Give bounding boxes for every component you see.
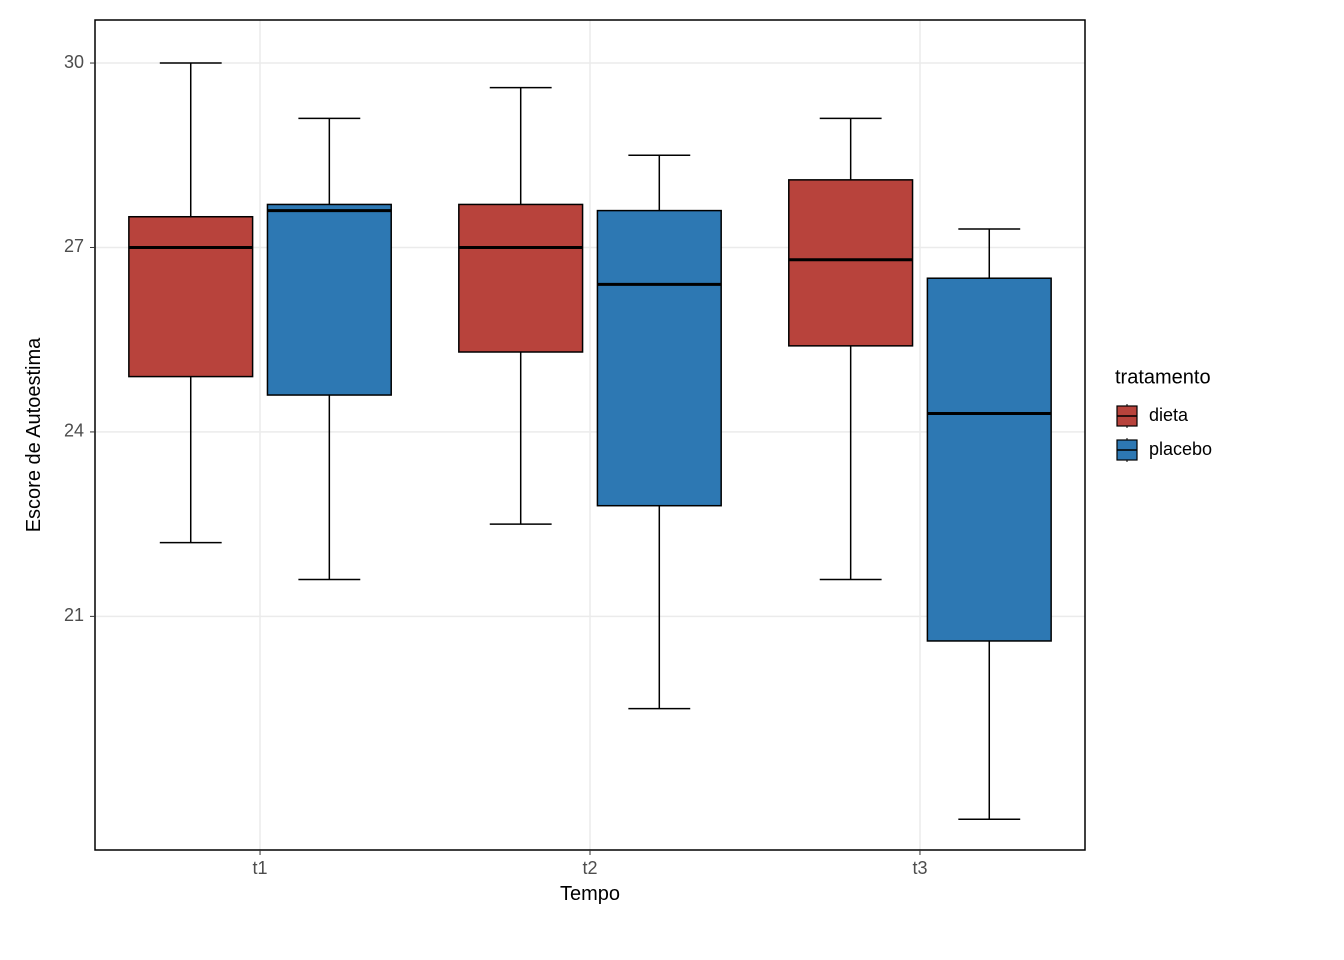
chart-container: 21 24 27 30 t1 t2 t3 Tempo Escore de Autoestima t… (0, 0, 1344, 960)
legend-title: tratamento (1115, 367, 1211, 389)
y-tick-label: 24 (64, 421, 84, 441)
x-axis-title: Tempo (560, 883, 620, 905)
box-t1-placebo (267, 204, 391, 395)
legend-label-dieta: dieta (1149, 405, 1189, 425)
box-t1-dieta (129, 217, 253, 377)
box-t2-placebo (597, 211, 721, 506)
box-t3-placebo (927, 278, 1051, 641)
y-tick-label: 30 (64, 52, 84, 72)
boxplot-svg: 21 24 27 30 t1 t2 t3 Tempo Escore de Autoestima t… (0, 0, 1344, 960)
y-tick-label: 27 (64, 236, 84, 256)
x-tick-label: t2 (582, 858, 597, 878)
legend-label-placebo: placebo (1149, 439, 1212, 459)
y-axis-title: Escore de Autoestima (23, 337, 45, 532)
x-tick-label: t1 (253, 858, 268, 878)
box-t2-dieta (459, 204, 583, 352)
x-tick-label: t3 (912, 858, 927, 878)
box-t3-dieta (789, 180, 913, 346)
y-tick-label: 21 (64, 605, 84, 625)
